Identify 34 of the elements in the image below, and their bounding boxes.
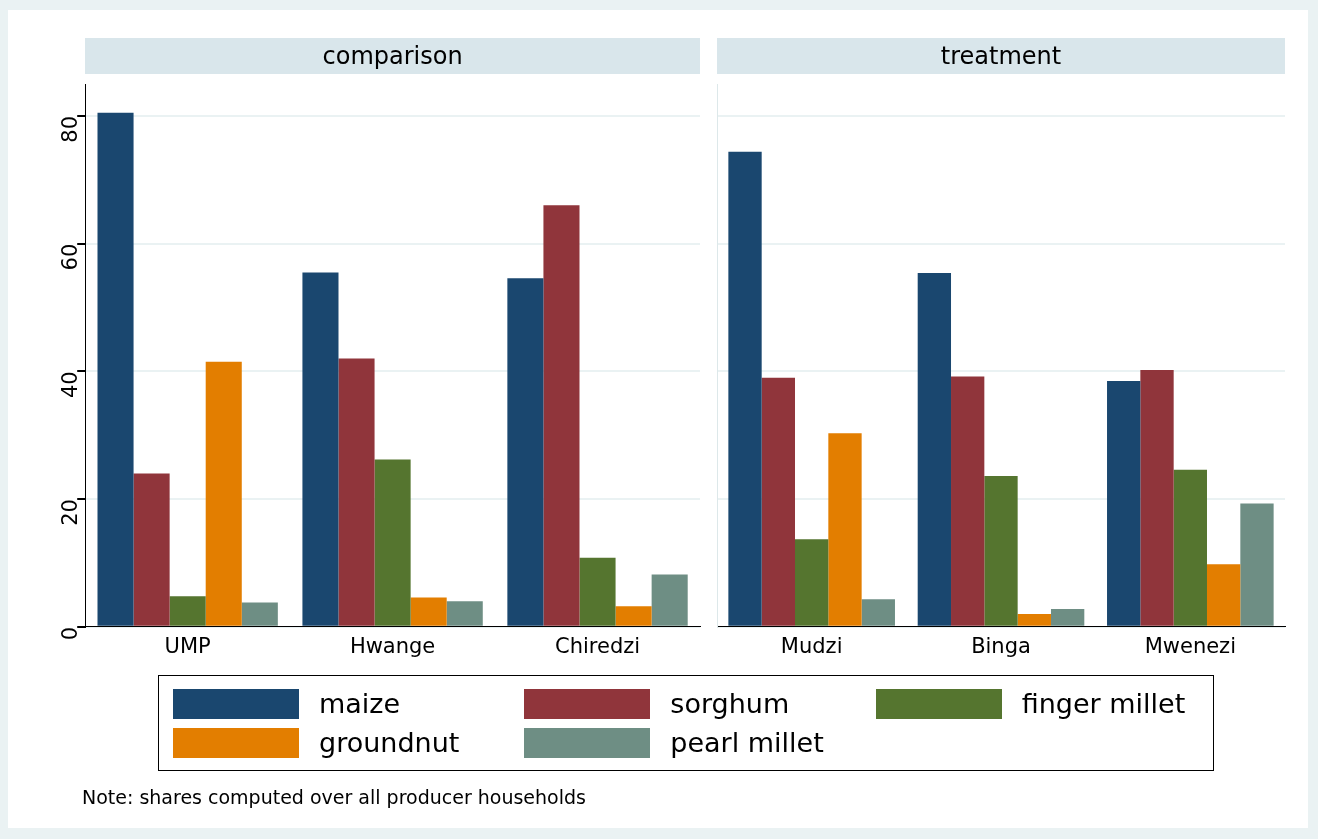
text: Note: shares computed over all producer households <box>82 786 586 808</box>
bar <box>728 151 762 626</box>
bar <box>1173 469 1207 626</box>
bar <box>1017 614 1051 626</box>
chart-title: treatment <box>717 38 1285 74</box>
y-tick-label: 20 <box>57 499 82 526</box>
x-tick-label: UMP <box>164 633 211 658</box>
legend-label: sorghum <box>670 688 790 719</box>
bar <box>951 376 985 626</box>
bar <box>984 476 1018 626</box>
x-tick-label: Mwenezi <box>1144 633 1236 658</box>
bar <box>828 433 862 626</box>
x-tick-label: Binga <box>971 633 1031 658</box>
bar <box>1107 380 1141 626</box>
y-tick-label: 60 <box>57 243 82 271</box>
legend-label: groundnut <box>319 727 460 758</box>
y-tick-label: 80 <box>57 115 82 143</box>
bar <box>1240 503 1274 626</box>
y-tick-label: 0 <box>57 626 82 641</box>
x-tick-label: Chiredzi <box>554 633 641 658</box>
bar <box>761 377 796 626</box>
bar <box>795 539 829 626</box>
bar <box>917 273 952 626</box>
bar <box>861 599 895 626</box>
bar <box>1050 608 1085 626</box>
legend-label: finger millet <box>1021 688 1186 719</box>
x-tick-label: Hwange <box>349 633 436 658</box>
chart-title: comparison <box>85 38 700 74</box>
legend-label: pearl millet <box>670 727 824 758</box>
legend-label: maize <box>319 688 401 719</box>
y-tick-label: 40 <box>57 371 82 399</box>
x-tick-label: Mudzi <box>780 633 843 658</box>
bar <box>1140 370 1174 626</box>
bar <box>1206 564 1241 626</box>
